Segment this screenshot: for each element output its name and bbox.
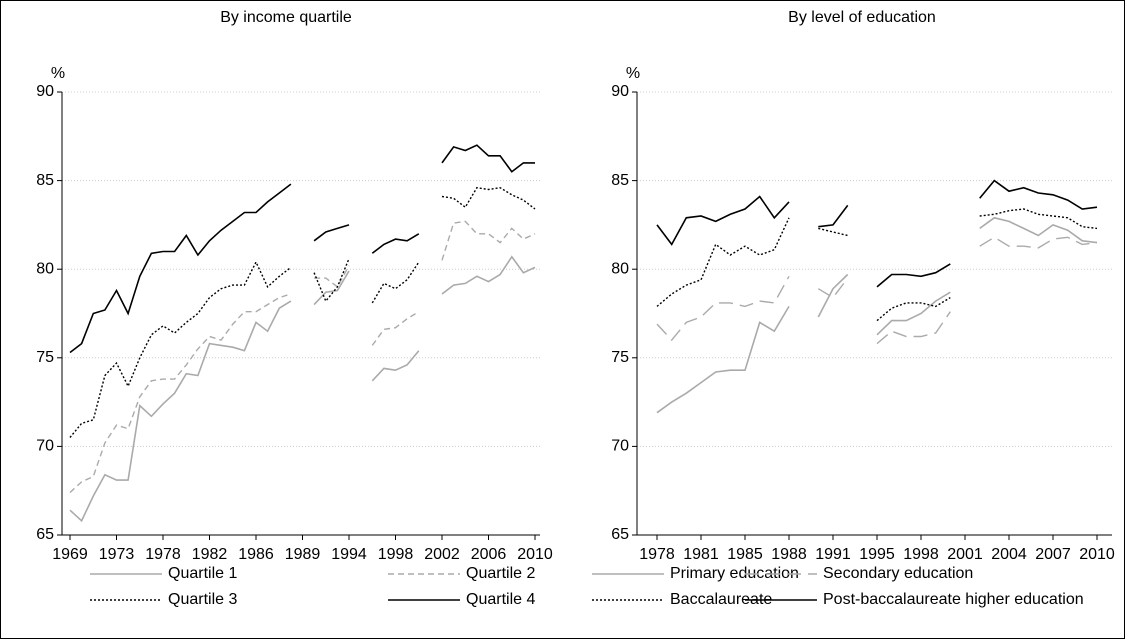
chart-title: By level of education	[788, 9, 936, 26]
y-tick-label: 65	[611, 526, 629, 543]
y-tick-label: 80	[36, 260, 54, 277]
legend-label: Quartile 3	[168, 591, 237, 608]
y-tick-label: 85	[36, 172, 54, 189]
y-tick-label: 70	[611, 438, 629, 455]
x-tick-label: 1969	[52, 546, 88, 563]
y-tick-label: 70	[36, 438, 54, 455]
x-tick-label: 2002	[424, 546, 460, 563]
series-line	[656, 179, 1098, 288]
chart-title: By income quartile	[220, 9, 352, 26]
series-line	[69, 255, 536, 523]
x-tick-label: 1981	[683, 546, 719, 563]
x-tick-label: 1995	[859, 546, 895, 563]
series-line	[656, 236, 1098, 345]
x-tick-label: 2010	[1079, 546, 1115, 563]
y-tick-label: 75	[36, 349, 54, 366]
x-tick-label: 2006	[471, 546, 507, 563]
x-tick-label: 1978	[145, 546, 181, 563]
y-tick-label: 65	[36, 526, 54, 543]
legend-label: Quartile 2	[466, 565, 535, 582]
x-tick-label: 1973	[99, 546, 135, 563]
y-axis-label: %	[626, 65, 640, 82]
y-axis-label: %	[51, 65, 65, 82]
y-tick-label: 80	[611, 260, 629, 277]
x-tick-label: 2004	[991, 546, 1027, 563]
legend-label: Quartile 1	[168, 565, 237, 582]
x-tick-label: 1982	[192, 546, 228, 563]
x-tick-label: 1988	[771, 546, 807, 563]
x-tick-label: 2001	[947, 546, 983, 563]
legend-label: Secondary education	[823, 565, 973, 582]
series-line	[69, 220, 536, 494]
x-tick-label: 1994	[331, 546, 367, 563]
series-line	[69, 144, 535, 354]
legend-label: Baccalaureate	[670, 591, 772, 608]
y-tick-label: 90	[611, 83, 629, 100]
x-tick-label: 1998	[378, 546, 414, 563]
legend-label: Primary education	[670, 565, 799, 582]
legend-label: Post-baccalaureate higher education	[823, 591, 1084, 608]
x-tick-label: 2010	[517, 546, 553, 563]
y-tick-label: 90	[36, 83, 54, 100]
x-tick-label: 1989	[285, 546, 321, 563]
y-tick-label: 75	[611, 349, 629, 366]
x-tick-label: 1991	[815, 546, 851, 563]
x-tick-label: 1978	[639, 546, 675, 563]
x-tick-label: 1985	[727, 546, 763, 563]
x-tick-label: 1998	[903, 546, 939, 563]
series-line	[656, 216, 1098, 414]
y-tick-label: 85	[611, 172, 629, 189]
legend-label: Quartile 4	[466, 591, 535, 608]
x-tick-label: 2007	[1035, 546, 1071, 563]
x-tick-label: 1986	[238, 546, 274, 563]
